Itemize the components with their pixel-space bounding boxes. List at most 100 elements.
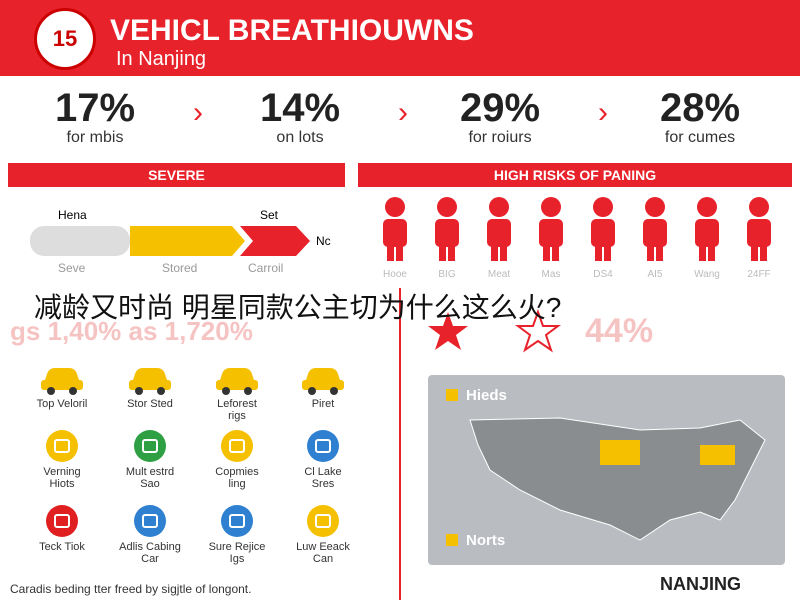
- icon: [214, 503, 260, 539]
- icon: [39, 503, 85, 539]
- person: [487, 197, 511, 261]
- person-label: AI5: [647, 269, 663, 280]
- icon-label: Mult estrd Sao: [125, 466, 175, 490]
- person-icon: [431, 195, 463, 265]
- chevron: ›: [398, 96, 408, 129]
- stat-value: 17%: [54, 86, 136, 130]
- icon-label: Verning Hiots: [43, 466, 81, 490]
- stat-label: on lots: [276, 129, 324, 146]
- bar-yellow: [130, 226, 245, 256]
- icon: [300, 428, 346, 464]
- person: [591, 197, 615, 261]
- bar-label: Seve: [58, 261, 86, 275]
- star: [428, 312, 468, 350]
- footer-city: NANJING: [660, 574, 742, 594]
- header-bar: [0, 0, 800, 76]
- person-icon: [379, 195, 411, 265]
- person-label: BIG: [438, 269, 456, 280]
- map-shape: [469, 417, 766, 541]
- icon-label: Piret: [311, 398, 335, 410]
- person: [383, 197, 407, 261]
- section-bar: HIGH RISKS OF PANING: [358, 163, 792, 187]
- circle-icon: [221, 430, 253, 462]
- icon-label: Teck Tiok: [39, 541, 85, 553]
- legend-label: Hieds: [466, 387, 507, 404]
- icon-label: Leforest rigs: [217, 398, 257, 422]
- stat-label: for roiurs: [468, 129, 532, 146]
- badge: 15: [34, 8, 96, 70]
- icon: [39, 360, 85, 396]
- car-icon: [302, 368, 344, 395]
- person: [435, 197, 459, 261]
- circle-icon: [307, 430, 339, 462]
- person-icon: [587, 195, 619, 265]
- circle-icon: [46, 430, 78, 462]
- circle-icon: [134, 430, 166, 462]
- bar-label: Nc: [316, 234, 331, 248]
- person: [643, 197, 667, 261]
- title: VEHICL BREATHIOUWNS: [110, 14, 474, 47]
- faded-text: 44%: [585, 312, 654, 350]
- subtitle: In Nanjing: [116, 48, 207, 70]
- person-icon: [535, 195, 567, 265]
- icon: [127, 503, 173, 539]
- icon-label: Stor Sted: [127, 398, 173, 410]
- bar-label: Stored: [162, 261, 198, 275]
- icon: [214, 360, 260, 396]
- circle-icon: [134, 505, 166, 537]
- section-bar: SEVERE: [8, 163, 345, 187]
- icon: [39, 428, 85, 464]
- circle-icon: [307, 505, 339, 537]
- map-region: [700, 445, 735, 465]
- icon: [214, 428, 260, 464]
- bar-red: [240, 226, 310, 256]
- icon-label: Luw Eeack Can: [296, 541, 350, 565]
- overlay-text: 减龄又时尚 明星同款公主切为什么这么火?: [34, 292, 562, 323]
- stat-value: 14%: [259, 86, 341, 130]
- bar-gray: [30, 226, 130, 256]
- chevron: ›: [193, 96, 203, 129]
- icon-label: Copmies ling: [215, 466, 259, 490]
- icon-label: Sure Rejice Igs: [208, 541, 266, 565]
- stat-value: 29%: [459, 86, 541, 130]
- person-label: Hooe: [383, 269, 407, 280]
- person-label: Mas: [541, 269, 561, 280]
- icon-label: Adlis Cabing Car: [119, 541, 181, 565]
- stat-label: for cumes: [664, 129, 736, 146]
- bar-label: Carroil: [248, 261, 284, 275]
- icon-label: Cl Lake Sres: [304, 466, 342, 490]
- legend-swatch: [446, 534, 458, 546]
- circle-icon: [221, 505, 253, 537]
- car-icon: [129, 368, 171, 395]
- star: [515, 309, 561, 353]
- person-icon: [639, 195, 671, 265]
- stat-label: for mbis: [66, 129, 124, 146]
- person-icon: [691, 195, 723, 265]
- person-icon: [743, 195, 775, 265]
- person-label: Meat: [487, 269, 511, 280]
- icon: [127, 360, 173, 396]
- icon-label: Top Veloril: [36, 398, 88, 410]
- person: [695, 197, 719, 261]
- person-icon: [483, 195, 515, 265]
- icon: [300, 503, 346, 539]
- map-region: [600, 440, 640, 465]
- circle-icon: [46, 505, 78, 537]
- legend-swatch: [446, 389, 458, 401]
- chevron: ›: [598, 96, 608, 129]
- person-label: 24FF: [747, 269, 771, 280]
- person: [747, 197, 771, 261]
- legend-label: Norts: [466, 532, 506, 549]
- car-icon: [41, 368, 83, 395]
- icon: [127, 428, 173, 464]
- footer-caption: Caradis beding tter freed by sigjtle of …: [10, 582, 252, 596]
- faded-text: gs 1,40% as 1,720%: [10, 316, 253, 346]
- person: [539, 197, 563, 261]
- icon: [300, 360, 346, 396]
- person-label: Wang: [694, 269, 720, 280]
- person-label: DS4: [593, 269, 613, 280]
- bar-label: Hena: [58, 208, 87, 222]
- car-icon: [216, 368, 258, 395]
